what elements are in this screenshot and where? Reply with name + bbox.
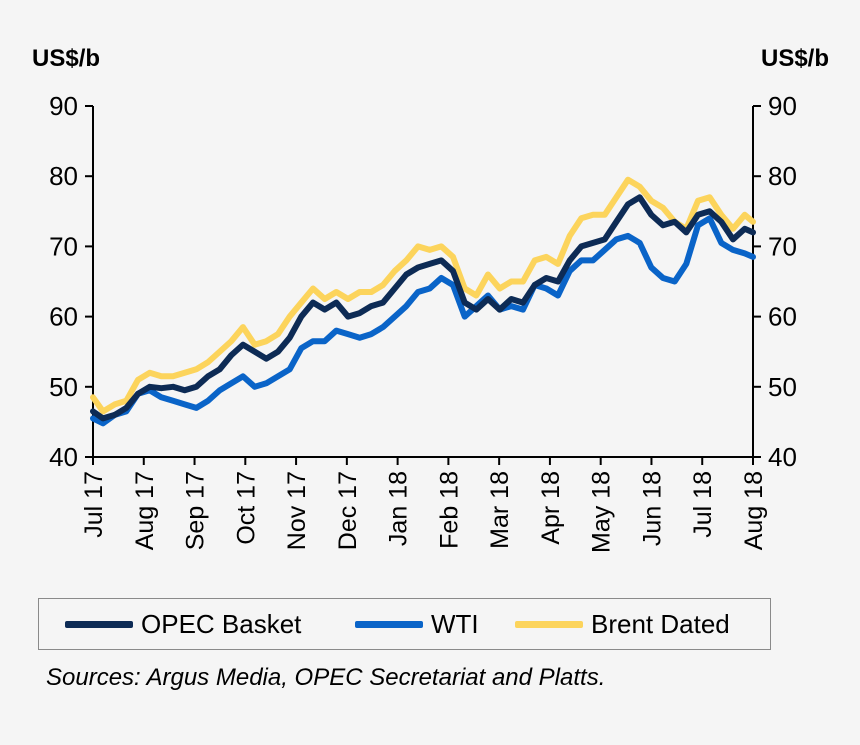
x-tick-label: Jul 17 bbox=[80, 471, 108, 538]
legend-item-brent-dated: Brent Dated bbox=[515, 607, 730, 641]
x-tick-label: May 18 bbox=[588, 471, 616, 553]
x-tick-label: Apr 18 bbox=[537, 471, 565, 545]
x-tick-label: Aug 17 bbox=[131, 471, 159, 550]
left-y-tick-label: 40 bbox=[49, 442, 78, 472]
legend: OPEC Basket WTI Brent Dated bbox=[38, 598, 771, 650]
left-y-tick-label: 60 bbox=[49, 302, 78, 332]
legend-label-wti: WTI bbox=[431, 608, 479, 639]
right-y-tick-label: 60 bbox=[768, 302, 797, 332]
x-tick-label: Jul 18 bbox=[689, 471, 717, 538]
legend-label-brent-dated: Brent Dated bbox=[591, 608, 730, 639]
x-tick-label: Feb 18 bbox=[435, 471, 463, 549]
legend-item-opec-basket: OPEC Basket bbox=[65, 607, 301, 641]
right-y-tick-label: 90 bbox=[768, 91, 797, 121]
right-y-tick-label: 80 bbox=[768, 161, 797, 191]
left-y-tick-label: 50 bbox=[49, 372, 78, 402]
left-y-tick-label: 80 bbox=[49, 161, 78, 191]
legend-swatch-opec-basket bbox=[65, 620, 133, 628]
left-y-tick-label: 70 bbox=[49, 231, 78, 261]
series-line-wti bbox=[90, 215, 756, 427]
x-tick-label: Nov 17 bbox=[283, 471, 311, 550]
chart-canvas: US$/b US$/b 40 40 50 50 60 60 70 70 80 80 90 90 Jul … bbox=[32, 45, 829, 553]
right-y-tick-label: 40 bbox=[768, 442, 797, 472]
x-tick-label: Mar 18 bbox=[486, 471, 514, 549]
legend-label-opec-basket: OPEC Basket bbox=[141, 608, 302, 639]
series-line-opec-basket bbox=[90, 194, 756, 422]
x-tick-label: Aug 18 bbox=[740, 471, 768, 550]
left-axis-unit-label: US$/b bbox=[32, 45, 100, 72]
x-tick-label: Dec 17 bbox=[334, 471, 362, 550]
legend-swatch-wti bbox=[355, 620, 423, 628]
left-y-tick-label: 90 bbox=[49, 91, 78, 121]
legend-item-wti: WTI bbox=[355, 607, 479, 641]
x-tick-label: Oct 17 bbox=[232, 471, 260, 545]
right-y-tick-label: 50 bbox=[768, 372, 797, 402]
x-tick-label: Sep 17 bbox=[182, 471, 210, 550]
x-tick-label: Jun 18 bbox=[638, 471, 666, 546]
x-tick-label: Jan 18 bbox=[385, 471, 413, 546]
legend-swatch-brent-dated bbox=[515, 620, 583, 628]
right-y-tick-label: 70 bbox=[768, 231, 797, 261]
series-line-brent-dated bbox=[90, 176, 756, 415]
right-axis-unit-label: US$/b bbox=[761, 45, 829, 72]
source-note: Sources: Argus Media, OPEC Secretariat a… bbox=[46, 664, 606, 691]
axes: 40 40 50 50 60 60 70 70 80 80 90 90 Jul 17 Aug 17 Sep … bbox=[49, 91, 797, 553]
series-lines bbox=[90, 176, 756, 427]
